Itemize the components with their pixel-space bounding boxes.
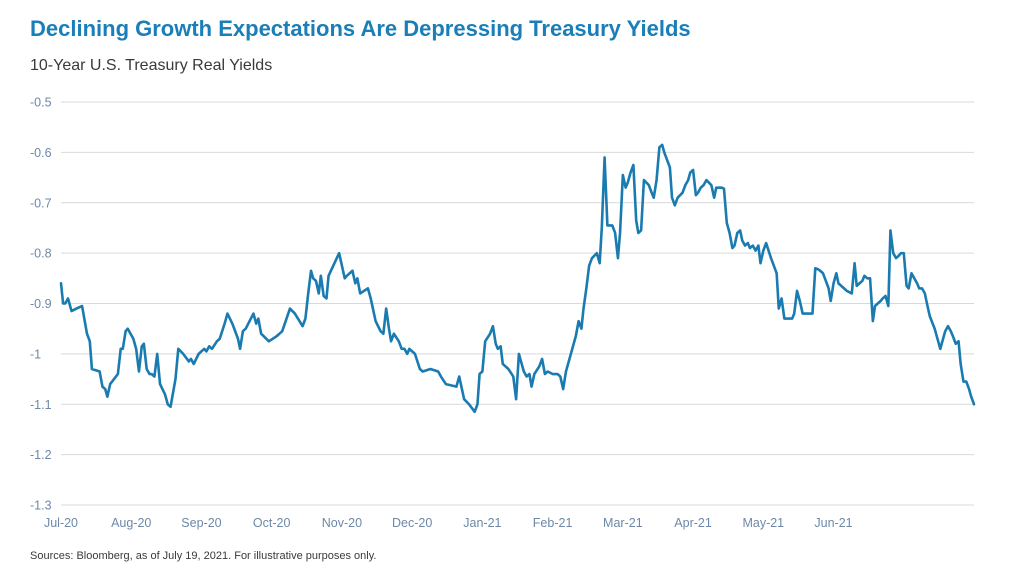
x-axis-ticks: Jul-20 Aug-20 Sep-20 Oct-20 Nov-20 Dec-20 Jan-… xyxy=(44,516,853,530)
y-axis-ticks: -0.5 -0.6 -0.7 -0.8 -0.9 -1 -1.1 -1.2 -1.3 xyxy=(30,96,52,513)
x-tick-label: Nov-20 xyxy=(322,516,362,530)
y-tick-label: -1.1 xyxy=(30,398,52,412)
y-tick-label: -1.3 xyxy=(30,499,52,513)
grid-lines xyxy=(61,101,974,506)
x-tick-label: Mar-21 xyxy=(603,516,643,530)
x-tick-label: Aug-20 xyxy=(111,516,151,530)
source-footnote: Sources: Bloomberg, as of July 19, 2021.… xyxy=(30,550,377,562)
x-tick-label: Sep-20 xyxy=(181,516,221,530)
y-tick-label: -0.5 xyxy=(30,96,52,110)
y-tick-label: -0.7 xyxy=(30,196,52,210)
x-tick-label: Jul-20 xyxy=(44,516,78,530)
series-layer xyxy=(59,143,976,414)
chart-subtitle: 10-Year U.S. Treasury Real Yields xyxy=(30,57,273,74)
x-tick-label: Dec-20 xyxy=(392,516,432,530)
x-tick-label: Feb-21 xyxy=(533,516,573,530)
y-tick-label: -0.8 xyxy=(30,247,52,261)
x-tick-label: Oct-20 xyxy=(253,516,291,530)
x-tick-label: Jun-21 xyxy=(814,516,852,530)
x-tick-label: Apr-21 xyxy=(674,516,712,530)
y-tick-label: -0.6 xyxy=(30,146,52,160)
y-tick-label: -1.2 xyxy=(30,448,52,462)
series-line-treasury-real-yields xyxy=(59,143,976,414)
x-tick-label: May-21 xyxy=(742,516,784,530)
x-tick-label: Jan-21 xyxy=(463,516,501,530)
chart-title: Declining Growth Expectations Are Depres… xyxy=(30,16,691,41)
y-tick-label: -1 xyxy=(30,347,41,361)
y-tick-label: -0.9 xyxy=(30,297,52,311)
